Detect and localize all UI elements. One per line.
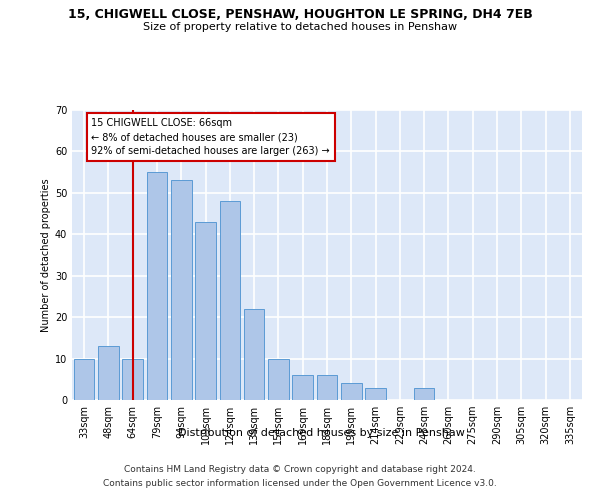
Bar	[220, 201, 240, 400]
Text: Distribution of detached houses by size in Penshaw: Distribution of detached houses by size …	[178, 428, 464, 438]
Bar	[292, 375, 313, 400]
Bar	[98, 346, 119, 400]
Text: Contains HM Land Registry data © Crown copyright and database right 2024.
Contai: Contains HM Land Registry data © Crown c…	[103, 466, 497, 487]
Bar	[195, 222, 216, 400]
Bar	[171, 180, 191, 400]
Text: Size of property relative to detached houses in Penshaw: Size of property relative to detached ho…	[143, 22, 457, 32]
Bar	[122, 358, 143, 400]
Text: 15 CHIGWELL CLOSE: 66sqm
← 8% of detached houses are smaller (23)
92% of semi-de: 15 CHIGWELL CLOSE: 66sqm ← 8% of detache…	[91, 118, 330, 156]
Bar	[74, 358, 94, 400]
Bar	[414, 388, 434, 400]
Bar	[365, 388, 386, 400]
Bar	[244, 309, 265, 400]
Bar	[146, 172, 167, 400]
Bar	[317, 375, 337, 400]
Y-axis label: Number of detached properties: Number of detached properties	[41, 178, 50, 332]
Bar	[341, 384, 362, 400]
Text: 15, CHIGWELL CLOSE, PENSHAW, HOUGHTON LE SPRING, DH4 7EB: 15, CHIGWELL CLOSE, PENSHAW, HOUGHTON LE…	[68, 8, 532, 20]
Bar	[268, 358, 289, 400]
